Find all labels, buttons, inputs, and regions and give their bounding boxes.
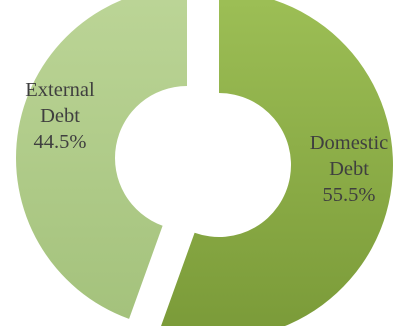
data-label-domestic-line-3: 55.5%	[323, 184, 376, 206]
data-label-domestic: Domestic Debt 55.5%	[310, 132, 389, 206]
donut-slice-external	[16, 0, 187, 319]
data-label-domestic-line-1: Domestic	[310, 132, 389, 154]
data-label-external-line-2: Debt	[40, 105, 80, 127]
data-label-external-line-3: 44.5%	[34, 131, 87, 153]
data-label-external-line-1: External	[25, 79, 95, 101]
data-label-external: External Debt 44.5%	[25, 79, 95, 153]
donut-slice-domestic	[161, 0, 393, 326]
data-label-domestic-line-2: Debt	[329, 158, 369, 180]
